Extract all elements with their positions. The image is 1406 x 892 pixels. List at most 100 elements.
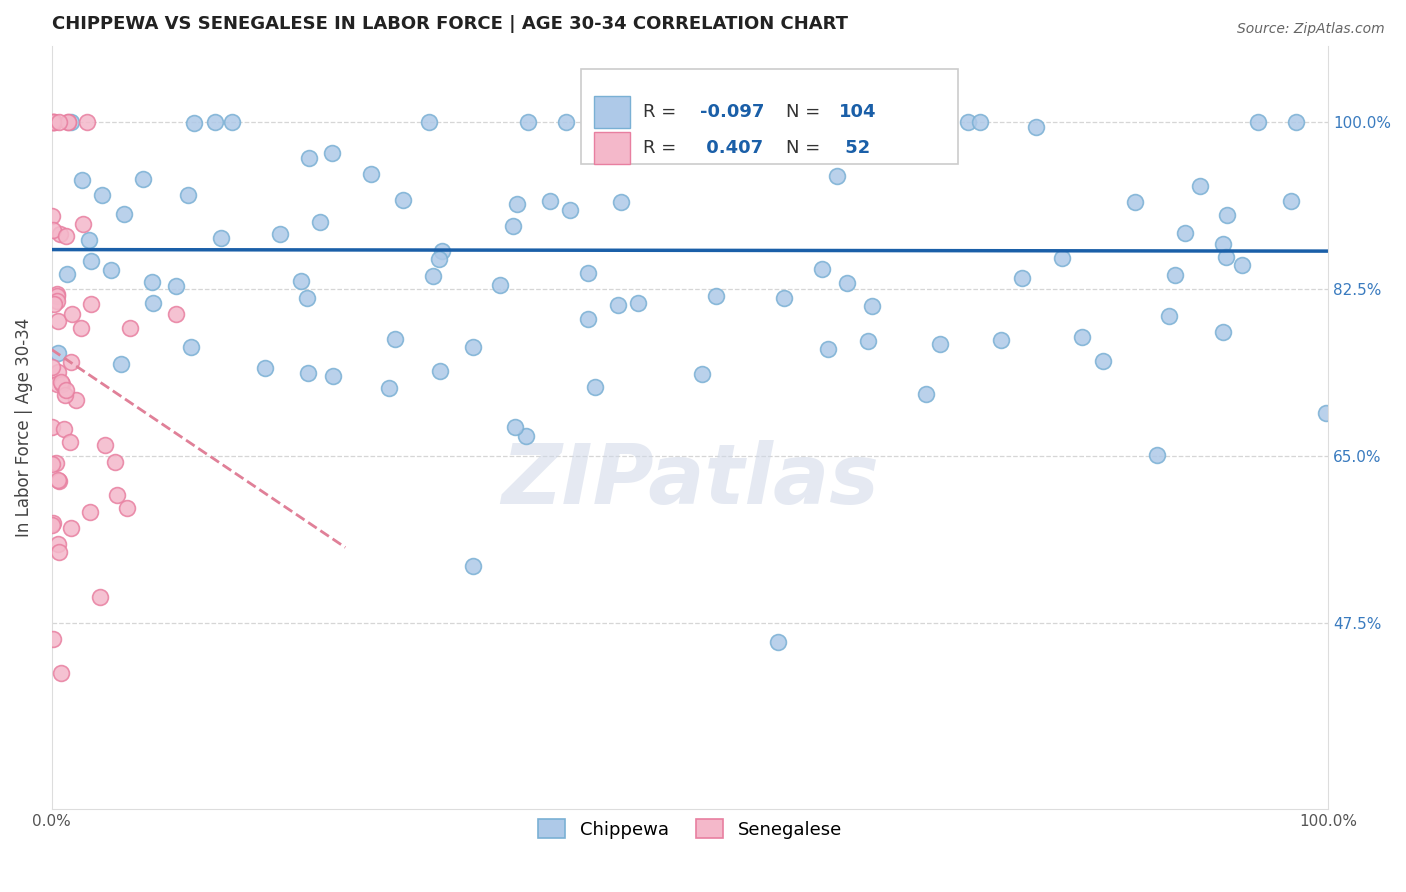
Point	[678, 115, 700, 129]
Text: CHIPPEWA VS SENEGALESE IN LABOR FORCE | AGE 30-34 CORRELATION CHART: CHIPPEWA VS SENEGALESE IN LABOR FORCE | …	[52, 15, 848, 33]
Point	[118, 321, 141, 335]
Point	[221, 115, 243, 129]
Point	[890, 115, 912, 129]
Point	[392, 193, 415, 207]
Point	[56, 115, 79, 129]
Point	[44, 115, 66, 129]
Text: Source: ZipAtlas.com: Source: ZipAtlas.com	[1237, 22, 1385, 37]
Point	[100, 263, 122, 277]
Point	[42, 115, 65, 129]
Text: ZIPatlas: ZIPatlas	[501, 441, 879, 521]
Point	[51, 376, 73, 390]
Point	[80, 254, 103, 268]
Point	[72, 173, 94, 187]
Point	[1189, 179, 1212, 194]
Point	[55, 229, 77, 244]
Point	[309, 215, 332, 229]
Point	[112, 207, 135, 221]
Point	[461, 559, 484, 574]
Point	[290, 274, 312, 288]
Point	[41, 222, 63, 236]
Point	[65, 392, 87, 407]
Point	[1146, 448, 1168, 462]
Point	[728, 115, 751, 129]
Point	[41, 419, 63, 434]
Point	[1092, 353, 1115, 368]
Point	[52, 421, 75, 435]
Point	[578, 312, 600, 326]
Point	[41, 115, 63, 129]
Point	[627, 296, 650, 310]
Point	[1159, 309, 1181, 323]
Point	[418, 115, 440, 129]
Point	[93, 438, 115, 452]
Point	[766, 635, 789, 649]
Point	[45, 456, 67, 470]
Point	[727, 115, 749, 129]
Bar	[595, 132, 630, 164]
Point	[1215, 250, 1237, 264]
Point	[489, 278, 512, 293]
Point	[607, 298, 630, 312]
Text: R =: R =	[643, 139, 682, 157]
Point	[80, 296, 103, 310]
Point	[1164, 268, 1187, 282]
Point	[46, 473, 69, 487]
Point	[461, 340, 484, 354]
Point	[209, 230, 232, 244]
Point	[298, 151, 321, 165]
Point	[183, 116, 205, 130]
Legend: Chippewa, Senegalese: Chippewa, Senegalese	[531, 812, 849, 846]
Point	[103, 455, 125, 469]
FancyBboxPatch shape	[582, 69, 957, 164]
Point	[427, 252, 450, 267]
Point	[617, 115, 640, 129]
Text: 52: 52	[839, 139, 870, 157]
Point	[1247, 115, 1270, 129]
Point	[60, 307, 83, 321]
Point	[46, 377, 69, 392]
Point	[1123, 194, 1146, 209]
Point	[578, 115, 600, 129]
Point	[76, 115, 98, 129]
Point	[853, 115, 876, 129]
Text: -0.097: -0.097	[700, 103, 765, 121]
Point	[41, 360, 63, 375]
Point	[59, 435, 82, 450]
Point	[48, 545, 70, 559]
Point	[204, 115, 226, 129]
Point	[91, 188, 114, 202]
Point	[576, 266, 599, 280]
Point	[177, 188, 200, 202]
Point	[41, 632, 63, 646]
Point	[46, 365, 69, 379]
Point	[699, 115, 721, 129]
Text: 0.407: 0.407	[700, 139, 763, 157]
Point	[914, 115, 936, 129]
Point	[59, 115, 82, 129]
Point	[44, 115, 66, 129]
Point	[297, 291, 319, 305]
Point	[817, 343, 839, 357]
Point	[740, 115, 762, 129]
Point	[811, 261, 834, 276]
Point	[538, 194, 561, 208]
Point	[89, 590, 111, 604]
Point	[56, 115, 79, 129]
Point	[1212, 325, 1234, 339]
Point	[1216, 208, 1239, 222]
Point	[165, 307, 187, 321]
Point	[41, 209, 63, 223]
Point	[105, 488, 128, 502]
Point	[1279, 194, 1302, 209]
Point	[45, 286, 67, 301]
Point	[45, 293, 67, 308]
Point	[914, 387, 936, 401]
Point	[115, 500, 138, 515]
Point	[297, 366, 319, 380]
Point	[141, 275, 163, 289]
Point	[860, 299, 883, 313]
Point	[322, 369, 344, 384]
Point	[1212, 237, 1234, 252]
Point	[610, 195, 633, 210]
